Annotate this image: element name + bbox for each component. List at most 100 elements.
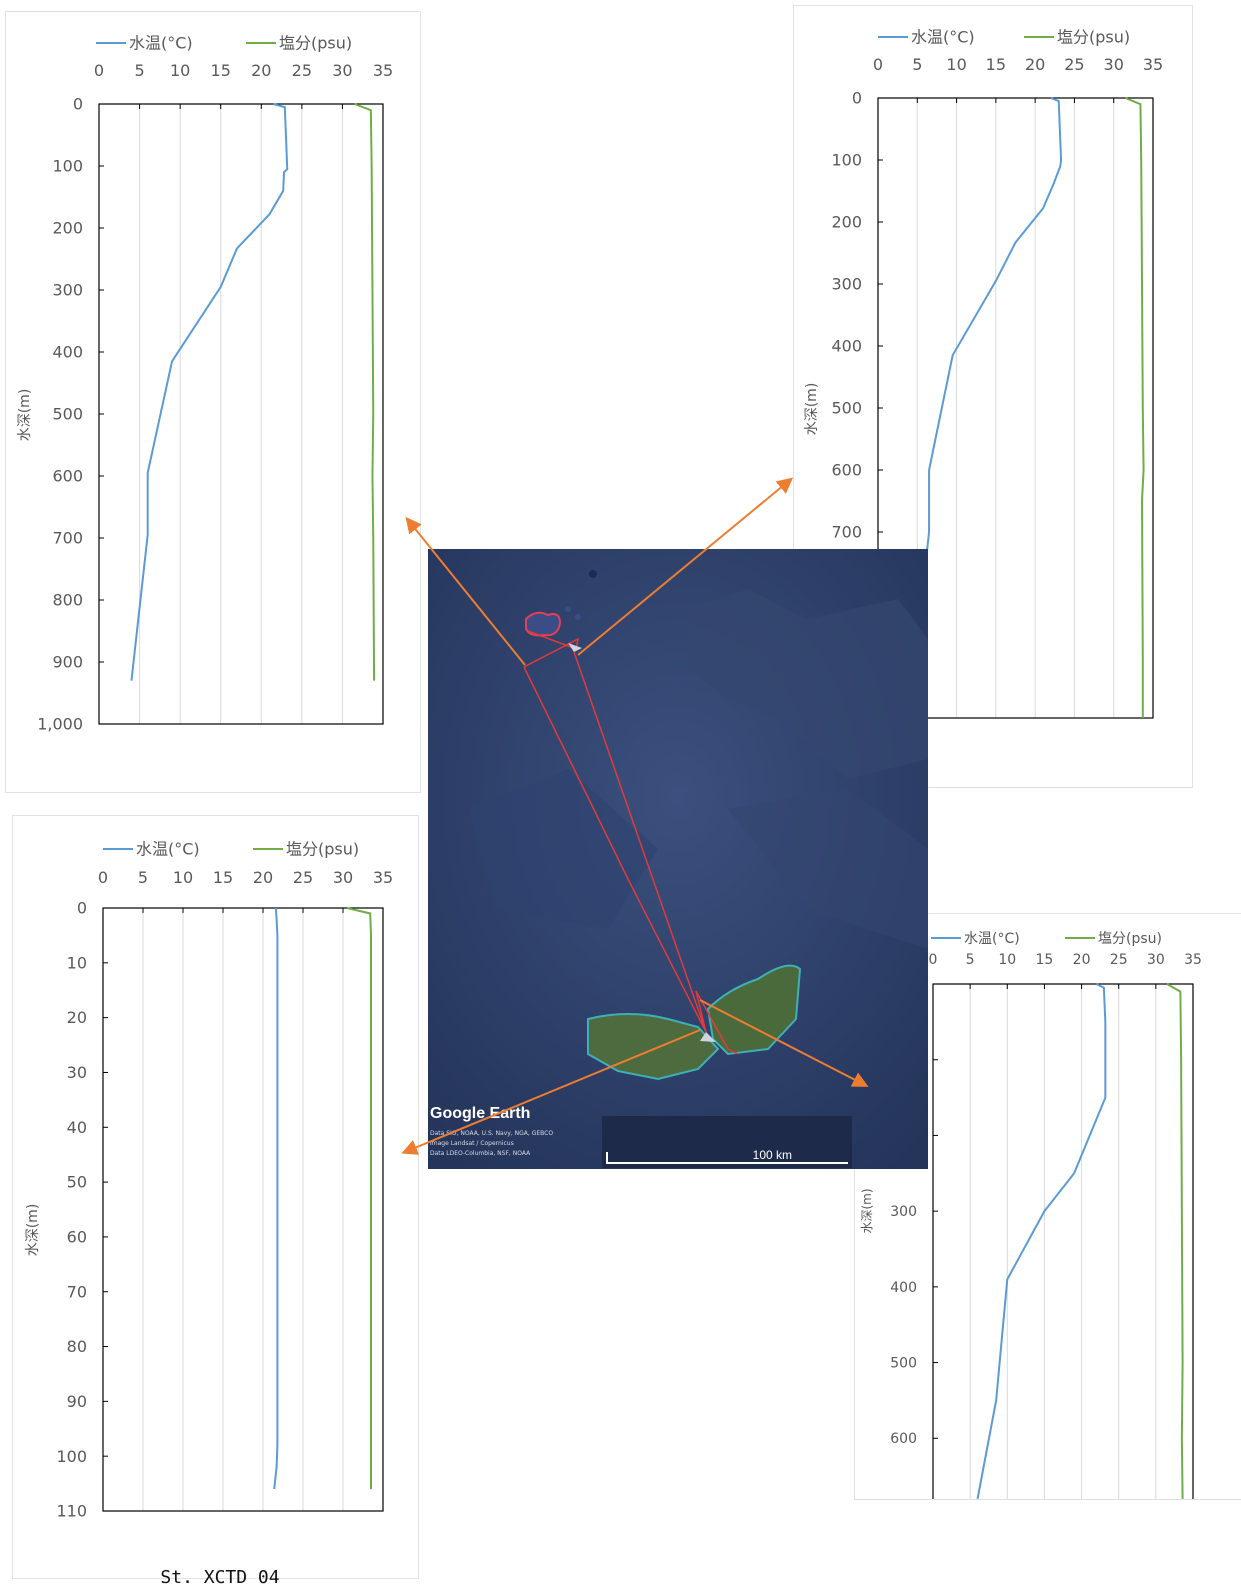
x-tick-label: 20 xyxy=(253,868,273,887)
chart-svg: 0 5 10 15 20 25 30 35 0 100 200 300 400 500 600 700 800 9… xyxy=(17,34,393,734)
y-tick-label: 100 xyxy=(52,157,83,176)
x-tick-label: 0 xyxy=(929,952,938,968)
salinity-line xyxy=(346,907,372,1490)
plot-area xyxy=(877,97,1154,719)
x-tick-label: 10 xyxy=(946,55,966,74)
temperature-line xyxy=(130,103,289,681)
y-tick-label: 500 xyxy=(890,1355,917,1371)
map-credit-line: Data LDEO-Columbia, NSF, NOAA xyxy=(430,1150,531,1157)
y-tick-label: 500 xyxy=(52,405,83,424)
x-tick-label: 35 xyxy=(373,61,393,80)
y-tick-label: 10 xyxy=(67,953,87,972)
x-tick-label: 25 xyxy=(292,61,312,80)
map-scale-bar: 100 km xyxy=(602,1116,852,1168)
y-tick-label: 600 xyxy=(52,467,83,486)
y-tick-label: 70 xyxy=(67,1282,87,1301)
x-tick-label: 5 xyxy=(912,55,922,74)
y-axis-label: 水深(m) xyxy=(804,383,820,436)
legend-label: 水温(°C) xyxy=(911,28,975,47)
x-tick-label: 15 xyxy=(986,55,1006,74)
map-graphics xyxy=(428,549,928,1169)
station-caption: St. XCTD 04 xyxy=(160,1567,280,1588)
y-tick-label: 400 xyxy=(831,337,862,356)
y-tick-label: 700 xyxy=(831,523,862,542)
y-tick-label: 110 xyxy=(56,1502,87,1521)
x-tick-label: 5 xyxy=(134,61,144,80)
x-tick-label: 25 xyxy=(293,868,313,887)
x-tick-label: 30 xyxy=(1147,952,1165,968)
y-tick-label: 200 xyxy=(52,219,83,238)
plot-area xyxy=(932,983,1194,1499)
legend-label: 塩分(psu) xyxy=(1098,931,1162,947)
y-tick-label: 400 xyxy=(890,1280,917,1296)
y-tick-label: 300 xyxy=(831,275,862,294)
x-tick-label: 15 xyxy=(213,868,233,887)
y-tick-label: 700 xyxy=(52,529,83,548)
y-tick-label: 800 xyxy=(52,591,83,610)
y-tick-label: 0 xyxy=(77,899,87,918)
salinity-line xyxy=(1166,983,1184,1499)
y-tick-label: 60 xyxy=(67,1228,87,1247)
temperature-line xyxy=(912,97,1063,718)
y-tick-label: 90 xyxy=(67,1392,87,1411)
x-tick-label: 25 xyxy=(1064,55,1084,74)
google-earth-logo: Google Earth xyxy=(430,1105,531,1122)
x-tick-label: 35 xyxy=(373,868,393,887)
x-tick-label: 15 xyxy=(211,61,231,80)
x-tick-label: 30 xyxy=(333,868,353,887)
y-tick-label: 500 xyxy=(831,399,862,418)
y-tick-label: 100 xyxy=(56,1447,87,1466)
legend-label: 水温(°C) xyxy=(136,840,200,859)
temperature-line xyxy=(976,983,1107,1499)
x-tick-label: 0 xyxy=(98,868,108,887)
x-tick-label: 10 xyxy=(998,952,1016,968)
legend-label: 塩分(psu) xyxy=(286,840,359,859)
chart-svg: 051015202530350100200300400500600700水温(°… xyxy=(860,931,1202,1499)
x-tick-label: 30 xyxy=(332,61,352,80)
y-axis-label: 水深(m) xyxy=(25,1204,41,1257)
map-credit-line: Image Landsat / Copernicus xyxy=(430,1140,514,1147)
x-tick-label: 15 xyxy=(1036,952,1054,968)
map-credits: Data SIO, NOAA, U.S. Navy, NGA, GEBCO Im… xyxy=(430,1129,560,1159)
plot-area xyxy=(102,907,384,1512)
y-tick-label: 40 xyxy=(67,1118,87,1137)
chart-svg: 0 5 10 15 20 25 30 35 0 10 20 30 40 50 60 70 80 90 100 110 水… xyxy=(25,840,393,1521)
y-tick-label: 100 xyxy=(831,151,862,170)
x-tick-label: 0 xyxy=(873,55,883,74)
y-tick-label: 600 xyxy=(890,1431,917,1447)
legend-label: 水温(°C) xyxy=(964,931,1020,947)
chart-panel-top-left: 0 5 10 15 20 25 30 35 0 100 200 300 400 500 600 700 800 9… xyxy=(5,11,421,793)
scale-line xyxy=(606,1162,848,1164)
scale-tick xyxy=(606,1152,608,1164)
legend-label: 水温(°C) xyxy=(129,34,193,53)
y-tick-label: 200 xyxy=(831,213,862,232)
island-icon xyxy=(525,611,562,637)
y-tick-label: 300 xyxy=(890,1204,917,1220)
salinity-line xyxy=(1125,97,1145,718)
x-tick-label: 35 xyxy=(1143,55,1163,74)
y-tick-label: 0 xyxy=(852,89,862,108)
y-tick-label: 30 xyxy=(67,1063,87,1082)
satellite-map: Google Earth Data SIO, NOAA, U.S. Navy, … xyxy=(428,549,928,1169)
y-tick-label: 300 xyxy=(52,281,83,300)
x-tick-label: 20 xyxy=(251,61,271,80)
y-tick-label: 50 xyxy=(67,1173,87,1192)
salinity-line xyxy=(354,103,376,681)
x-tick-label: 5 xyxy=(138,868,148,887)
map-credit-line: Data SIO, NOAA, U.S. Navy, NGA, GEBCO xyxy=(430,1130,554,1137)
y-axis-label: 水深(m) xyxy=(17,389,33,442)
x-tick-label: 10 xyxy=(170,61,190,80)
x-tick-label: 20 xyxy=(1073,952,1091,968)
y-tick-label: 900 xyxy=(52,653,83,672)
y-tick-label: 0 xyxy=(73,95,83,114)
chart-panel-bottom-left: 0 5 10 15 20 25 30 35 0 10 20 30 40 50 60 70 80 90 100 110 水… xyxy=(12,815,419,1579)
y-tick-label: 80 xyxy=(67,1337,87,1356)
y-tick-label: 1,000 xyxy=(37,715,83,734)
x-tick-label: 5 xyxy=(966,952,975,968)
y-axis-label: 水深(m) xyxy=(860,1188,874,1233)
x-tick-label: 35 xyxy=(1184,952,1202,968)
x-tick-label: 10 xyxy=(173,868,193,887)
legend-label: 塩分(psu) xyxy=(1057,28,1130,47)
y-tick-label: 20 xyxy=(67,1008,87,1027)
y-tick-label: 600 xyxy=(831,461,862,480)
